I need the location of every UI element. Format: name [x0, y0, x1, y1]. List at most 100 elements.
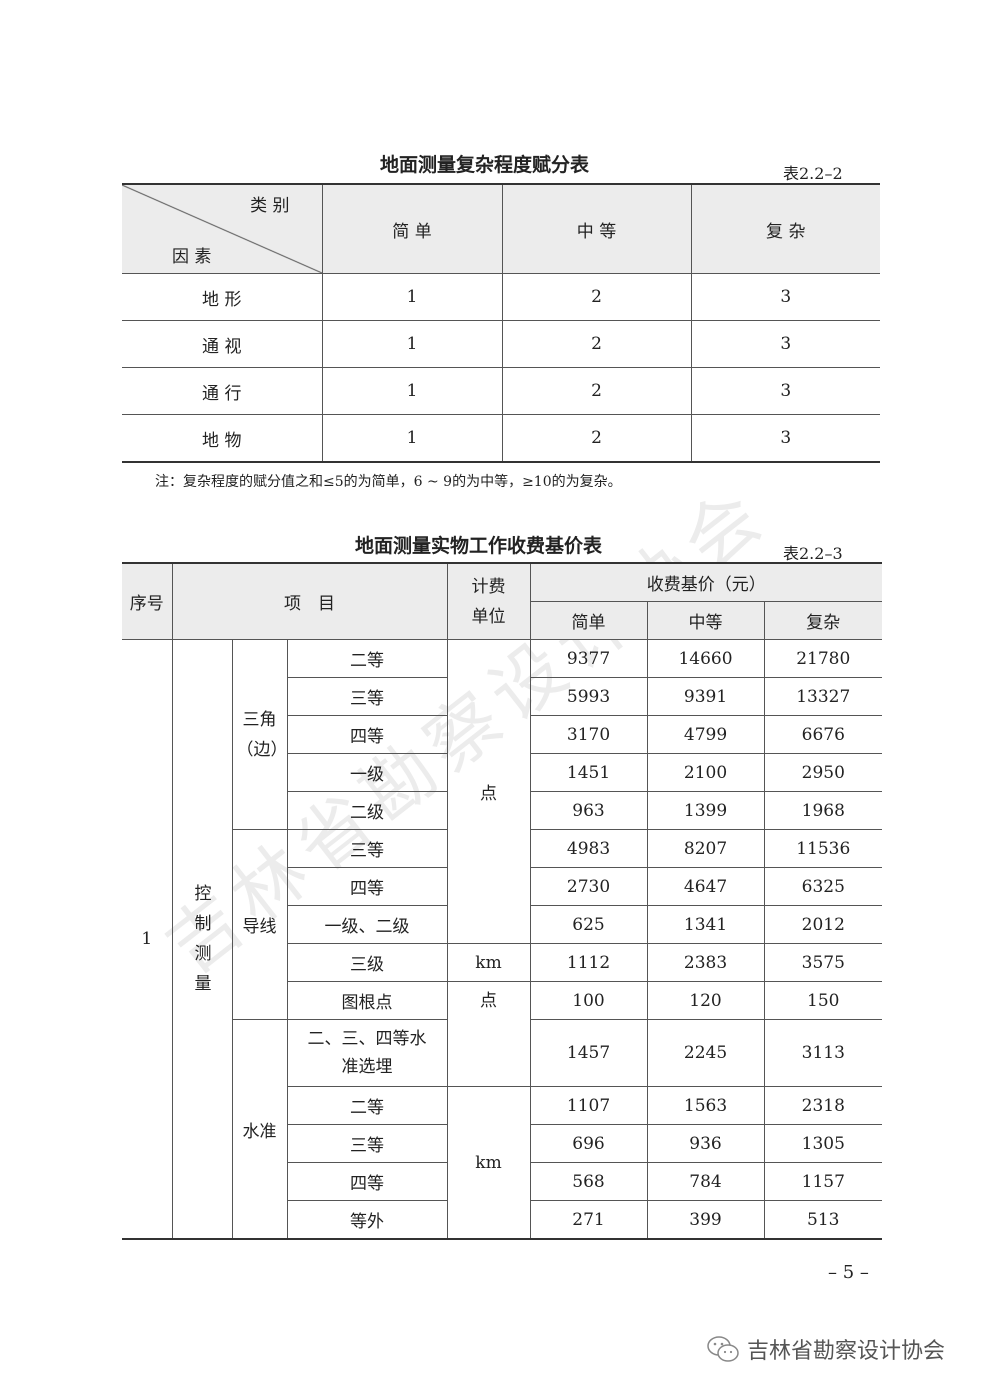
header-medium: 中等 [646, 601, 765, 640]
brand-footer: 吉林省勘察设计协会 [705, 1333, 945, 1365]
header-price: 收费基价（元） [529, 562, 883, 602]
group-cell: 三角（边） [231, 639, 288, 830]
item-cell: 四等 [287, 1162, 448, 1201]
item-cell: 四等 [287, 867, 448, 906]
table-row: 1 控制测量 三角（边） 二等点 9377 14660 21780 [122, 639, 883, 1240]
price-simple: 568 [529, 1162, 648, 1201]
item-cell: 图根点 [287, 981, 448, 1020]
score-cell: 3 [691, 320, 880, 368]
price-medium: 1399 [646, 791, 765, 830]
page-number: – 5 – [828, 1262, 869, 1283]
price-simple: 963 [529, 791, 648, 830]
score-cell: 3 [691, 414, 880, 463]
fee-base-price-table: 序号 项 目 计费 单位 收费基价（元） 简单 中等 复杂 1 控制测量 三角（边）… [122, 562, 883, 1240]
price-complex: 150 [763, 981, 883, 1020]
price-medium: 4647 [646, 867, 765, 906]
table-row: 等外 271 399 513 [122, 1200, 883, 1240]
price-simple: 9377 [529, 639, 648, 678]
header-simple: 简单 [530, 601, 648, 640]
factor-cell: 地 物 [122, 414, 323, 463]
unit-cell: 点 [446, 981, 531, 1087]
group-cell: 导线 [232, 829, 288, 1020]
column-header: 简 单 [322, 183, 503, 274]
price-complex: 2012 [763, 905, 883, 944]
header-no: 序号 [122, 562, 173, 640]
price-medium: 9391 [646, 677, 765, 716]
item-cell: 三级 [287, 943, 448, 982]
unit-cell: km [446, 943, 531, 982]
price-complex: 2950 [763, 753, 883, 792]
item-cell: 四等 [287, 715, 448, 754]
unit-cell: km [446, 1086, 531, 1240]
table2-title: 地面测量实物工作收费基价表 [355, 535, 603, 557]
item-cell: 三等 [287, 1124, 448, 1163]
header-unit: 计费 单位 [446, 562, 531, 640]
category-cell: 控制测量 [171, 639, 233, 1240]
price-complex: 1157 [763, 1162, 883, 1201]
price-complex: 13327 [763, 677, 883, 716]
score-cell: 2 [502, 273, 692, 321]
table1-note: 注：复杂程度的赋分值之和≤5的为简单，6 ~ 9的为中等，≥10的为复杂。 [155, 474, 622, 490]
item-cell: 二等 [287, 1086, 448, 1125]
price-complex: 21780 [763, 639, 883, 678]
score-cell: 2 [502, 320, 692, 368]
table-row: 三等 696 936 1305 [122, 1124, 883, 1163]
table-row: 一级、二级 625 1341 2012 [122, 905, 883, 944]
price-medium: 14660 [646, 639, 765, 678]
table-row: 二级 963 1399 1968 [122, 791, 883, 830]
table-row: 导线 三等 4983 8207 11536 [122, 829, 883, 1020]
score-cell: 1 [322, 414, 503, 463]
brand-name: 吉林省勘察设计协会 [747, 1339, 946, 1364]
score-cell: 1 [322, 273, 503, 321]
wechat-icon [707, 1336, 739, 1362]
price-complex: 1305 [763, 1124, 883, 1163]
table-row: 三级 km 1112 2383 3575 [122, 943, 883, 982]
factor-cell: 通 行 [122, 367, 323, 415]
price-simple: 1107 [529, 1086, 648, 1125]
price-simple: 1451 [529, 753, 648, 792]
table-row: 水准 二、三、四等水准选埋 1457 2245 3113 [122, 1019, 883, 1240]
price-simple: 625 [529, 905, 648, 944]
item-cell: 一级、二级 [287, 905, 448, 944]
price-complex: 6325 [763, 867, 883, 906]
unit-cell: 点 [446, 639, 531, 944]
price-medium: 399 [646, 1200, 765, 1240]
price-complex: 2318 [763, 1086, 883, 1125]
header-complex: 复杂 [763, 601, 883, 640]
price-simple: 5993 [529, 677, 648, 716]
item-cell: 三等 [286, 829, 448, 868]
table-row: 二等 km 1107 1563 2318 [122, 1086, 883, 1240]
price-simple: 696 [529, 1124, 648, 1163]
table1-title: 地面测量复杂程度赋分表 [380, 154, 590, 176]
corner-bottom: 因 素 [172, 247, 212, 267]
score-cell: 2 [502, 414, 692, 463]
price-complex: 1968 [763, 791, 883, 830]
item-cell: 等外 [287, 1200, 448, 1240]
price-complex: 3113 [763, 1019, 883, 1087]
price-medium: 8207 [646, 829, 765, 868]
price-simple: 1457 [529, 1019, 648, 1087]
item-cell: 三等 [287, 677, 448, 716]
score-cell: 1 [322, 367, 503, 415]
price-medium: 2383 [646, 943, 765, 982]
factor-cell: 地 形 [122, 273, 323, 321]
price-medium: 1341 [646, 905, 765, 944]
header-item: 项 目 [171, 562, 448, 640]
price-complex: 513 [763, 1200, 883, 1240]
score-cell: 3 [691, 273, 880, 321]
column-header: 复 杂 [691, 183, 880, 274]
row-number: 1 [122, 639, 173, 1240]
corner-top: 类 别 [250, 196, 290, 216]
price-simple: 271 [529, 1200, 648, 1240]
table-header: 序号 项 目 计费 单位 收费基价（元） [122, 562, 883, 640]
price-medium: 2245 [646, 1019, 765, 1087]
price-simple: 1112 [529, 943, 648, 982]
table2-number: 表2.2–3 [783, 544, 843, 563]
column-header: 中 等 [502, 183, 692, 274]
price-complex: 6676 [763, 715, 883, 754]
price-simple: 3170 [529, 715, 648, 754]
